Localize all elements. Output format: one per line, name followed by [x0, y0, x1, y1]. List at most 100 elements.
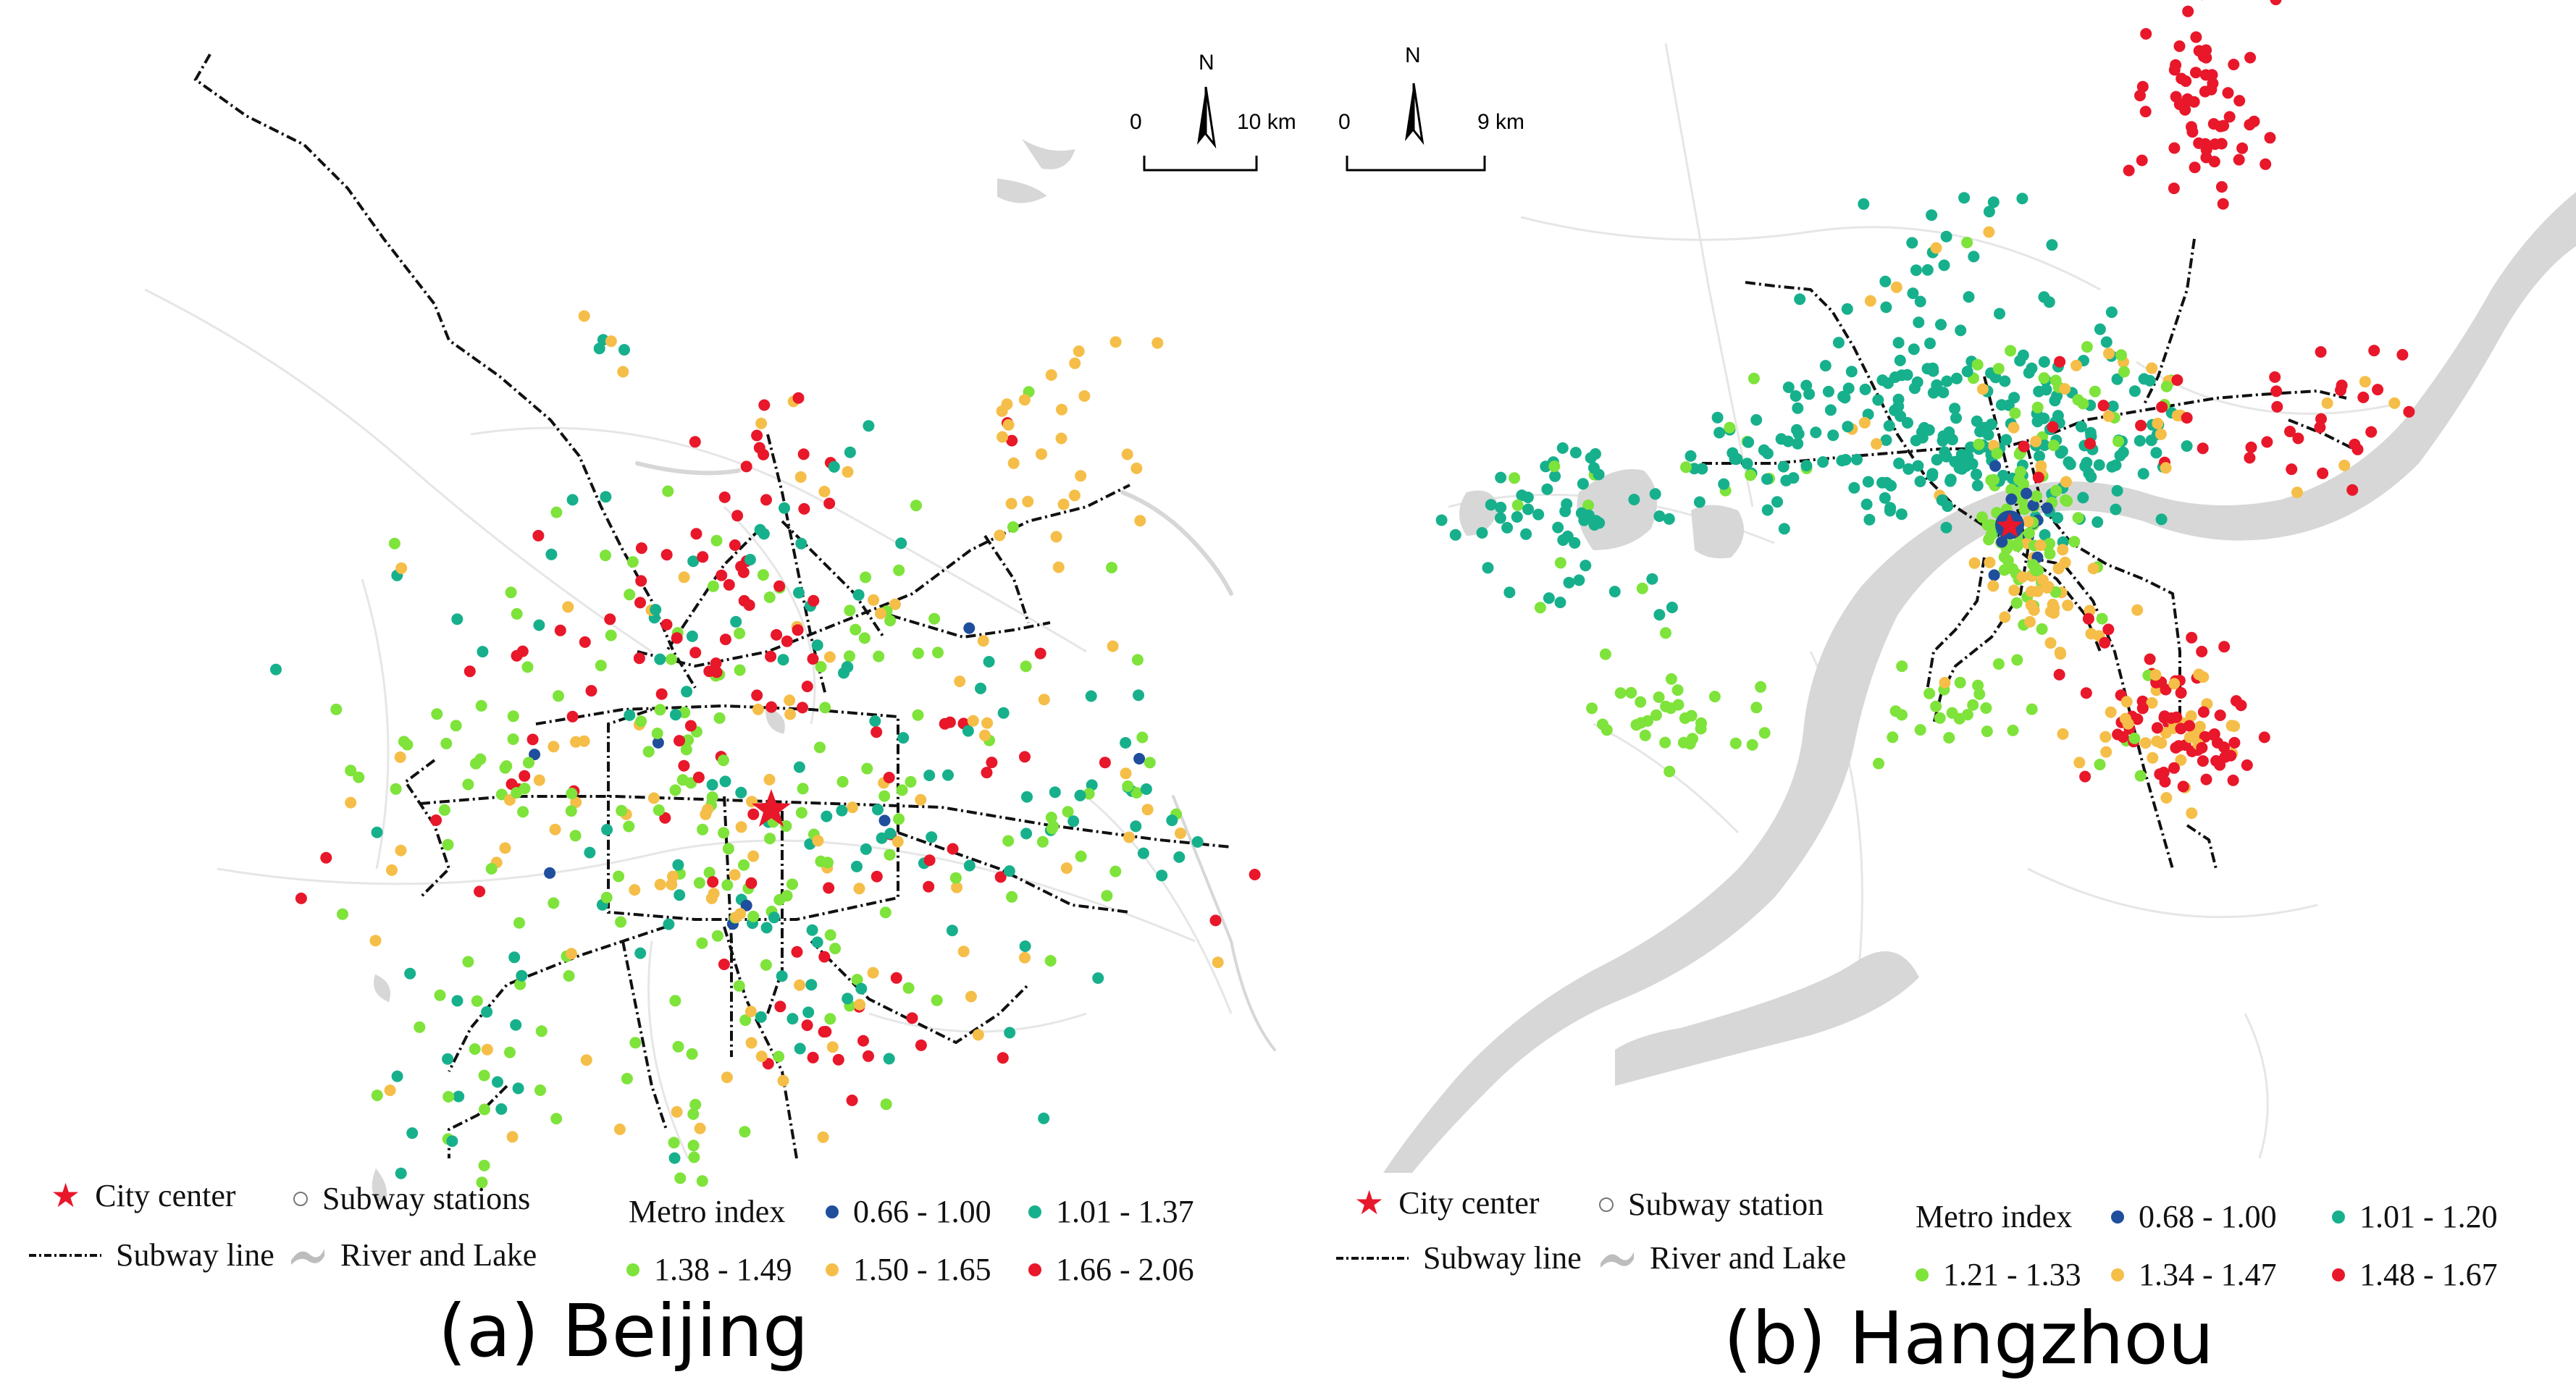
station-point	[2160, 792, 2173, 804]
station-point	[1573, 574, 1585, 586]
station-point	[2155, 513, 2168, 526]
station-point	[529, 749, 541, 761]
station-point	[1935, 319, 1947, 331]
station-point	[2171, 374, 2183, 386]
station-point	[2183, 731, 2196, 744]
station-point	[2147, 751, 2159, 764]
station-point	[1666, 602, 1678, 613]
station-point	[2011, 654, 2023, 666]
station-point	[623, 820, 635, 833]
station-point	[1940, 230, 1952, 243]
station-point	[697, 823, 709, 835]
station-point	[270, 663, 282, 675]
legend-class-1: 0.68 - 1.00	[2111, 1198, 2277, 1235]
station-point	[2021, 487, 2033, 500]
station-point	[430, 814, 442, 826]
station-point	[2372, 384, 2384, 396]
station-point	[735, 786, 747, 799]
station-point	[2175, 687, 2187, 699]
station-point	[533, 774, 545, 786]
station-point	[2128, 385, 2141, 397]
station-point	[2321, 397, 2333, 409]
station-point	[836, 775, 849, 788]
station-point	[847, 801, 858, 814]
legend-class-3: 1.21 - 1.33	[1916, 1256, 2081, 1293]
hangzhou-scale-bar: N 0 9 km	[1304, 43, 1535, 181]
station-point	[1569, 536, 1581, 549]
station-point	[1746, 738, 1758, 751]
station-point	[2102, 410, 2115, 422]
station-point	[791, 946, 803, 958]
station-point	[1672, 699, 1685, 711]
station-point	[516, 969, 528, 982]
station-point	[1943, 426, 1955, 438]
station-point	[2111, 373, 2123, 385]
station-point	[1649, 488, 1661, 500]
legend-river-lake: River and Lake	[1599, 1239, 1846, 1276]
station-point	[776, 970, 788, 982]
station-point	[511, 649, 523, 662]
station-point	[345, 796, 357, 809]
station-point	[870, 870, 883, 883]
station-point	[1921, 363, 1934, 375]
subway-line	[2142, 238, 2196, 406]
station-point	[1106, 562, 1117, 573]
station-point	[1748, 372, 1760, 384]
station-point	[2218, 741, 2230, 754]
station-point	[1908, 382, 1921, 395]
station-point	[565, 805, 577, 817]
station-point	[1892, 337, 1905, 349]
station-point	[884, 849, 896, 861]
station-point	[2002, 399, 2015, 411]
station-point	[1845, 366, 1858, 378]
station-point	[997, 431, 1009, 443]
station-point	[2008, 584, 2021, 597]
station-point	[838, 667, 849, 679]
station-point	[719, 775, 731, 788]
station-point	[1950, 372, 1963, 384]
station-point	[773, 580, 786, 592]
station-point	[1503, 586, 1516, 599]
station-point	[2236, 142, 2249, 154]
station-point	[320, 851, 332, 864]
subway-line	[193, 54, 697, 689]
station-point	[1967, 699, 1979, 711]
station-point	[2072, 512, 2084, 524]
station-point	[1019, 951, 1031, 964]
station-point	[2085, 628, 2097, 640]
station-point	[1973, 688, 1986, 700]
station-point	[2016, 571, 2029, 583]
station-point	[2123, 164, 2135, 177]
station-point	[2207, 77, 2219, 90]
station-point	[2199, 69, 2212, 81]
station-point	[1543, 592, 1555, 605]
station-point	[1628, 494, 1640, 505]
station-point	[1988, 569, 2000, 581]
hangzhou-city-center-star	[1997, 513, 2023, 537]
station-point	[1522, 492, 1534, 503]
station-point	[1052, 561, 1065, 573]
station-point	[1074, 789, 1086, 801]
station-point	[2193, 668, 2205, 681]
station-point	[760, 922, 773, 934]
station-point	[733, 980, 745, 992]
station-point	[2139, 737, 2152, 749]
station-point	[774, 1001, 786, 1013]
station-point	[2031, 401, 2044, 413]
station-point	[1985, 529, 1997, 541]
station-point	[718, 491, 731, 503]
station-point	[768, 911, 780, 924]
station-point	[1175, 828, 1186, 839]
station-point	[682, 734, 695, 746]
station-point	[967, 715, 979, 727]
station-point	[554, 624, 566, 636]
station-point	[2105, 306, 2118, 319]
station-point	[1750, 702, 1763, 714]
station-point	[2013, 473, 2025, 486]
station-point	[2011, 540, 2023, 552]
station-point	[836, 804, 848, 817]
station-point	[1761, 473, 1773, 485]
station-point	[752, 703, 764, 715]
station-point	[570, 736, 582, 748]
station-point	[615, 916, 627, 928]
